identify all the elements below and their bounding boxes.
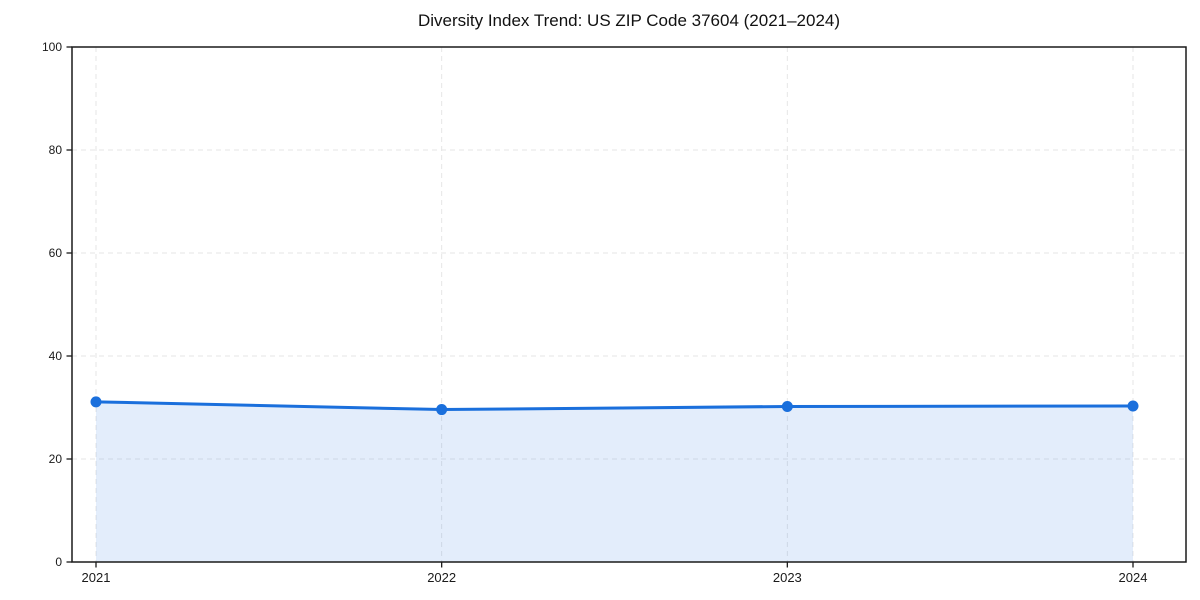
- data-point: [781, 400, 793, 412]
- x-tick-label: 2024: [1118, 570, 1148, 585]
- y-tick-label: 80: [48, 142, 62, 157]
- data-point: [436, 404, 448, 416]
- y-tick-label: 60: [48, 245, 62, 260]
- x-tick-label: 2022: [427, 570, 457, 585]
- y-tick-label: 20: [48, 451, 62, 466]
- x-tick-label: 2021: [81, 570, 111, 585]
- plot-border: [71, 46, 1187, 563]
- area-fill: [96, 401, 1133, 562]
- data-point: [1127, 400, 1139, 412]
- y-tick-label: 40: [48, 348, 62, 363]
- y-tick-label: 100: [41, 39, 62, 54]
- y-tick-label: 0: [55, 554, 62, 569]
- x-tick-label: 2023: [772, 570, 802, 585]
- trend-line: [94, 400, 1135, 412]
- chart-title: Diversity Index Trend: US ZIP Code 37604…: [417, 11, 841, 30]
- data-point: [90, 396, 102, 408]
